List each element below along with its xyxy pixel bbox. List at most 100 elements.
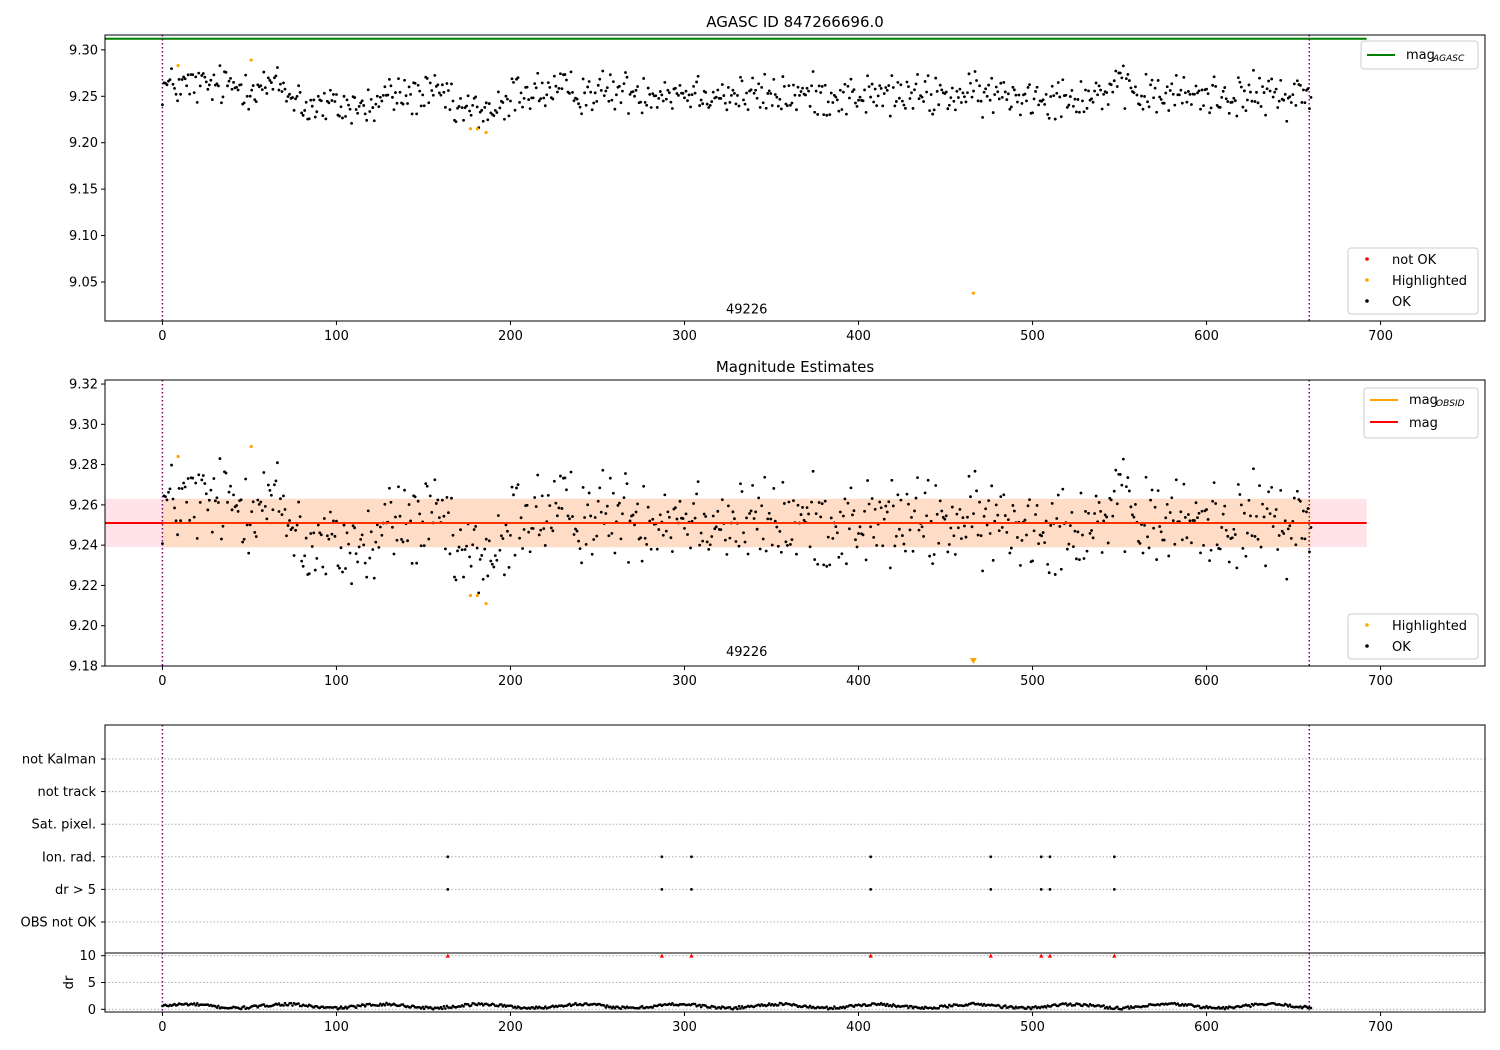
ok-point [734, 102, 738, 106]
ok-point [822, 563, 826, 567]
ok-point [236, 509, 240, 513]
ok-point [878, 84, 882, 88]
ok-point [1150, 78, 1154, 82]
flag-event-point [446, 855, 450, 859]
ok-point [866, 479, 869, 482]
dr-point [421, 1005, 425, 1009]
ok-point [371, 106, 375, 109]
ok-point [1079, 491, 1083, 495]
ok-point [198, 84, 202, 88]
ok-point [731, 88, 735, 92]
ok-point [220, 537, 223, 541]
ok-point [776, 104, 780, 108]
ok-point [993, 519, 997, 523]
ok-point [726, 504, 730, 508]
ok-point [513, 108, 517, 112]
x-tick-label: 100 [324, 329, 349, 344]
ok-point [356, 111, 360, 115]
ok-point [1025, 99, 1028, 103]
ok-point [195, 101, 199, 104]
ok-point [1185, 100, 1189, 104]
ok-point [297, 500, 301, 504]
ok-point [220, 101, 223, 105]
ok-point [798, 93, 801, 97]
ok-point [589, 90, 593, 94]
ok-point [1259, 545, 1263, 549]
ok-point [757, 496, 761, 500]
ok-point [882, 517, 886, 521]
ok-point [711, 90, 715, 94]
ok-point [946, 107, 950, 111]
ok-point [347, 103, 350, 107]
ok-point [572, 533, 576, 536]
ok-point [1050, 501, 1054, 505]
ok-point [875, 543, 879, 547]
ok-point [896, 80, 900, 84]
ok-point [322, 517, 326, 520]
ok-point [755, 527, 759, 531]
ok-point [669, 536, 673, 540]
ok-point [831, 101, 835, 104]
ok-point [854, 101, 857, 105]
flag-event-point [660, 855, 664, 859]
ok-point [711, 514, 715, 518]
ok-point [327, 537, 331, 541]
ok-point [454, 578, 458, 582]
ok-point [1232, 527, 1236, 531]
ok-point [1208, 559, 1211, 563]
ok-point [1185, 536, 1189, 540]
legend-label: Highlighted [1392, 274, 1467, 289]
ok-point [852, 88, 856, 92]
ok-point [1306, 507, 1310, 510]
ok-point [1244, 109, 1248, 113]
dr-point [604, 1006, 608, 1009]
dr-point [385, 1001, 388, 1005]
ok-point [536, 71, 540, 75]
ok-point [754, 88, 758, 92]
ok-point [244, 477, 248, 481]
y-tick-label: 9.30 [69, 43, 98, 58]
ok-point [1179, 88, 1183, 92]
ok-point [177, 77, 181, 81]
flag-row-label: Ion. rad. [42, 850, 96, 865]
x-tick-label: 600 [1194, 1020, 1219, 1035]
ok-point [235, 85, 238, 89]
ok-point [440, 498, 444, 502]
ok-point [496, 90, 500, 94]
ok-point [807, 89, 810, 93]
ok-point [978, 500, 981, 504]
ok-point [1271, 95, 1275, 99]
ok-point [1249, 90, 1252, 94]
ok-point [552, 74, 556, 78]
ok-point [627, 112, 630, 115]
ok-point [764, 549, 768, 553]
ok-point [300, 559, 304, 563]
ok-point [288, 519, 291, 522]
ok-point [206, 508, 210, 512]
ok-point [816, 112, 820, 116]
ok-point [698, 543, 702, 547]
ok-point [518, 536, 521, 540]
ok-point [985, 94, 989, 98]
ok-point [297, 84, 301, 88]
ok-point [191, 73, 195, 77]
flag-event-point [446, 888, 450, 891]
ok-point [790, 101, 794, 105]
ok-point [779, 107, 783, 111]
ok-point [655, 106, 659, 109]
ok-point [1168, 511, 1172, 514]
high-dr-marker [868, 953, 873, 958]
ok-point [434, 502, 438, 505]
ok-point [512, 493, 515, 497]
flag-row-label: dr > 5 [55, 883, 96, 898]
ok-point [981, 569, 985, 573]
ok-point [372, 119, 376, 123]
ok-point [330, 532, 334, 536]
ok-point [1261, 85, 1264, 89]
ok-point [592, 101, 596, 105]
ok-point [1212, 75, 1216, 79]
ok-point [764, 106, 768, 110]
ok-point [683, 526, 686, 530]
ok-point [1002, 493, 1006, 497]
ok-point [869, 525, 873, 529]
